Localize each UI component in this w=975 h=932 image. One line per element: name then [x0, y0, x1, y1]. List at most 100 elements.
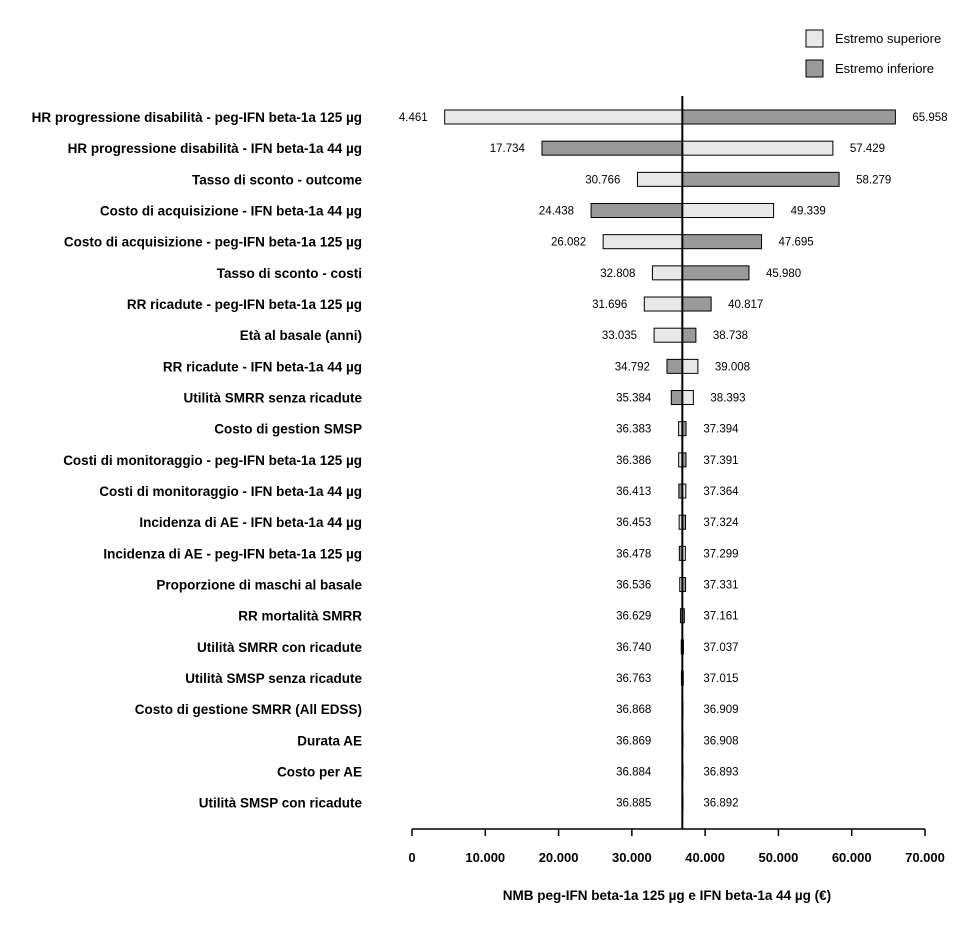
high-value-label: 38.738 — [713, 330, 748, 342]
bar-low — [643, 296, 683, 312]
bar-low — [590, 203, 683, 219]
parameter-label: RR ricadute - IFN beta-1a 44 µg — [163, 359, 362, 374]
bar-high — [681, 140, 834, 156]
low-value-label: 36.383 — [616, 424, 651, 436]
bar-low — [653, 327, 683, 343]
high-value-label: 36.893 — [703, 767, 738, 779]
x-tick-label: 0 — [408, 850, 415, 865]
low-value-label: 34.792 — [615, 361, 650, 373]
bar-high — [681, 234, 763, 250]
high-value-label: 36.909 — [703, 704, 738, 716]
parameter-label: Costo per AE — [277, 765, 362, 780]
labels-group: HR progressione disabilità - peg-IFN bet… — [32, 110, 948, 811]
parameter-label: Tasso di sconto - outcome — [192, 172, 363, 187]
low-value-label: 36.536 — [616, 580, 651, 592]
high-value-label: 39.008 — [715, 361, 750, 373]
parameter-label: Costi di monitoraggio - IFN beta-1a 44 µ… — [99, 484, 362, 499]
low-value-label: 33.035 — [602, 330, 637, 342]
low-value-label: 32.808 — [600, 268, 635, 280]
parameter-label: Durata AE — [297, 733, 362, 748]
high-value-label: 37.324 — [703, 517, 739, 529]
low-value-label: 26.082 — [551, 237, 586, 249]
high-value-label: 40.817 — [728, 299, 763, 311]
bar-low — [602, 234, 683, 250]
parameter-label: Utilità SMSP senza ricadute — [185, 671, 362, 686]
low-value-label: 36.413 — [616, 486, 651, 498]
high-value-label: 58.279 — [856, 174, 891, 186]
x-tick-label: 30.000 — [612, 850, 652, 865]
low-value-label: 36.884 — [616, 767, 652, 779]
x-tick-label: 70.000 — [905, 850, 945, 865]
high-value-label: 36.908 — [703, 735, 738, 747]
parameter-label: Costo di gestion SMSP — [214, 422, 362, 437]
high-value-label: 47.695 — [779, 237, 814, 249]
low-value-label: 36.763 — [616, 673, 651, 685]
high-value-label: 37.331 — [703, 580, 738, 592]
bar-low — [541, 140, 683, 156]
bar-low — [636, 171, 683, 187]
low-value-label: 36.629 — [616, 611, 651, 623]
low-value-label: 36.740 — [616, 642, 651, 654]
parameter-label: Costi di monitoraggio - peg-IFN beta-1a … — [63, 453, 362, 468]
low-value-label: 24.438 — [539, 206, 574, 218]
x-axis: 0 10.000 20.000 30.000 40.000 50.000 60.000 70.… — [408, 828, 945, 865]
x-tick-label: 40.000 — [685, 850, 725, 865]
parameter-label: Utilità SMRR con ricadute — [197, 640, 363, 655]
low-value-label: 31.696 — [592, 299, 627, 311]
bar-low — [444, 109, 683, 125]
parameter-label: Proporzione di maschi al basale — [156, 578, 362, 593]
bar-high — [681, 171, 840, 187]
high-value-label: 37.394 — [703, 424, 739, 436]
bar-low — [670, 390, 683, 406]
parameter-label: Costo di acquisizione - IFN beta-1a 44 µ… — [100, 204, 362, 219]
bar-high — [681, 109, 896, 125]
parameter-label: Età al basale (anni) — [240, 328, 362, 343]
high-value-label: 57.429 — [850, 143, 885, 155]
high-value-label: 37.161 — [703, 611, 738, 623]
low-value-label: 36.478 — [616, 548, 651, 560]
x-tick-label: 60.000 — [832, 850, 872, 865]
high-value-label: 45.980 — [766, 268, 801, 280]
x-tick-label: 10.000 — [465, 850, 505, 865]
low-value-label: 36.453 — [616, 517, 651, 529]
low-value-label: 30.766 — [585, 174, 620, 186]
high-value-label: 37.015 — [703, 673, 738, 685]
x-axis-title: NMB peg-IFN beta-1a 125 µg e IFN beta-1a… — [503, 888, 831, 903]
parameter-label: Costo di gestione SMRR (All EDSS) — [135, 702, 362, 717]
bar-high — [681, 296, 712, 312]
parameter-label: Incidenza di AE - IFN beta-1a 44 µg — [139, 515, 362, 530]
parameter-label: Utilità SMSP con ricadute — [199, 796, 363, 811]
legend: Estremo superiore Estremo inferiore — [805, 29, 941, 78]
parameter-label: RR ricadute - peg-IFN beta-1a 125 µg — [127, 297, 362, 312]
parameter-label: Utilità SMRR senza ricadute — [183, 391, 362, 406]
low-value-label: 35.384 — [616, 393, 652, 405]
parameter-label: Incidenza di AE - peg-IFN beta-1a 125 µg — [103, 546, 362, 561]
high-value-label: 37.364 — [703, 486, 739, 498]
high-value-label: 65.958 — [912, 112, 947, 124]
parameter-label: RR mortalità SMRR — [238, 609, 362, 624]
parameter-label: Costo di acquisizione - peg-IFN beta-1a … — [64, 235, 362, 250]
bar-high — [681, 358, 699, 374]
high-value-label: 37.299 — [703, 548, 738, 560]
legend-swatch-superiore — [805, 29, 824, 48]
bar-low — [666, 358, 683, 374]
low-value-label: 36.869 — [616, 735, 651, 747]
low-value-label: 36.386 — [616, 455, 651, 467]
parameter-label: HR progressione disabilità - peg-IFN bet… — [32, 110, 362, 125]
high-value-label: 37.391 — [703, 455, 738, 467]
high-value-label: 49.339 — [791, 206, 826, 218]
parameter-label: Tasso di sconto - costi — [217, 266, 362, 281]
bar-high — [681, 390, 694, 406]
low-value-label: 36.868 — [616, 704, 651, 716]
low-value-label: 36.885 — [616, 798, 651, 810]
x-tick-label: 50.000 — [759, 850, 799, 865]
high-value-label: 37.037 — [703, 642, 738, 654]
legend-label-superiore: Estremo superiore — [835, 31, 941, 46]
bar-high — [681, 203, 775, 219]
legend-label-inferiore: Estremo inferiore — [835, 61, 934, 76]
low-value-label: 4.461 — [399, 112, 428, 124]
low-value-label: 17.734 — [490, 143, 526, 155]
bars-group — [444, 109, 896, 811]
x-tick-label: 20.000 — [539, 850, 579, 865]
